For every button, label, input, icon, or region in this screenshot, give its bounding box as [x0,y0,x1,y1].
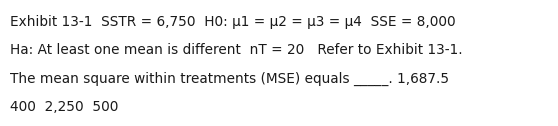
Text: Exhibit 13-1  SSTR = 6,750  H0: μ1 = μ2 = μ3 = μ4  SSE = 8,000: Exhibit 13-1 SSTR = 6,750 H0: μ1 = μ2 = … [10,15,456,29]
Text: Ha: At least one mean is different  nT = 20   Refer to Exhibit 13-1.: Ha: At least one mean is different nT = … [10,43,463,57]
Text: 400  2,250  500: 400 2,250 500 [10,100,118,114]
Text: The mean square within treatments (MSE) equals _____. 1,687.5: The mean square within treatments (MSE) … [10,72,449,86]
